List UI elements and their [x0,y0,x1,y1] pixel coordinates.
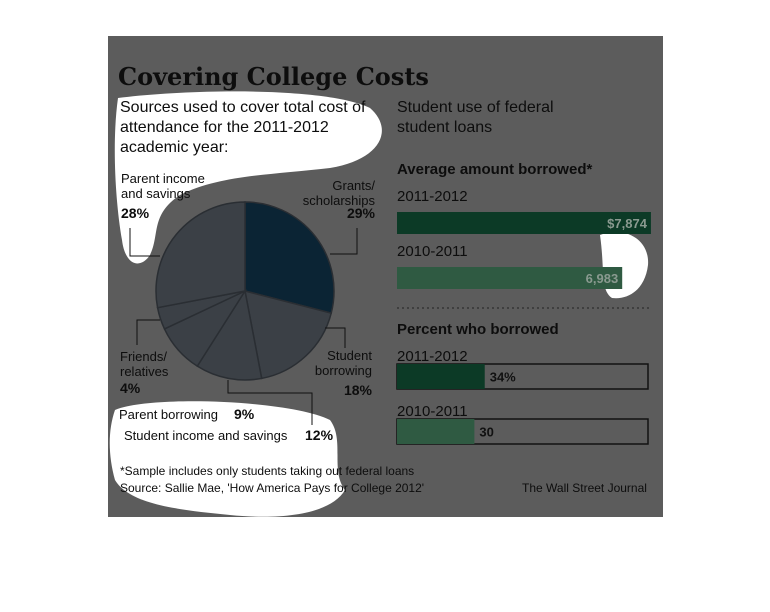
leader-line [136,319,160,345]
slice-label: Student income and savings [124,428,288,443]
slice-label: Parent borrowing [119,407,218,422]
pie-slice [244,201,335,315]
pie-slice [155,201,246,309]
slice-label: Student borrowing [314,348,372,378]
leader-line [330,228,358,255]
bar [397,267,623,289]
bar [397,212,651,234]
category-label: 2010-2011 [397,403,468,420]
scribble [114,91,382,264]
bar [397,419,475,444]
title: Covering College Costs [118,62,429,91]
bar-chart-title: Percent who borrowed [397,321,559,338]
slice-value: 28% [121,205,150,221]
bar-value: $7,874 [607,216,648,231]
slice-value: 18% [343,382,372,398]
leader-line [325,327,346,348]
category-label: 2010-2011 [397,243,468,260]
category-label: 2011-2012 [397,188,468,205]
scribble [109,401,345,517]
pie-slice [244,289,333,380]
slice-label: Friends/ relatives [120,349,169,379]
slice-value: 9% [234,406,255,422]
bar-value: 6,983 [586,271,619,286]
slice-value: 12% [305,427,334,443]
slice-label: Grants/ scholarships [302,178,375,208]
slice-value: 4% [120,380,141,396]
pie-slice [196,288,263,381]
leader-line [227,380,313,425]
source: Source: Sallie Mae, 'How America Pays fo… [120,481,425,495]
category-label: 2011-2012 [397,348,468,365]
slice-value: 29% [346,205,375,221]
bar-chart-title: Average amount borrowed* [397,161,593,178]
bar-value: 30 [479,425,493,440]
leader-line [129,228,160,257]
slice-label: Parent income and savings [121,171,205,201]
subtitle: Sources used to cover total cost of atte… [120,99,366,156]
footnote: *Sample includes only students taking ou… [120,464,415,478]
credit: The Wall Street Journal [522,481,647,495]
section-title: Student use of federal student loans [397,99,554,136]
bar-value: 34% [490,370,516,385]
bar [397,364,485,389]
